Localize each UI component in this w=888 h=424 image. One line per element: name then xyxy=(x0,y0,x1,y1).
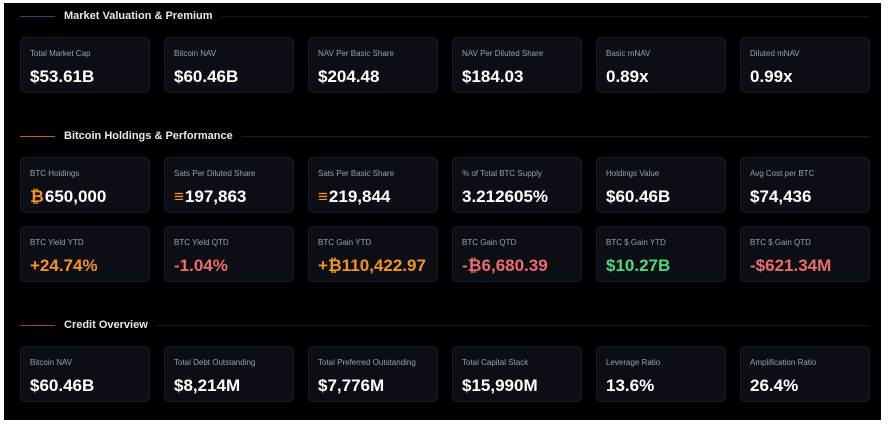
metric-value: $184.03 xyxy=(462,67,524,86)
metric-label: BTC Yield QTD xyxy=(174,238,229,247)
metric-card: Leverage Ratio 13.6% xyxy=(596,346,726,402)
metric-value: 0.89x xyxy=(606,67,649,86)
section-divider xyxy=(155,324,869,326)
metric-label: Total Preferred Outstanding xyxy=(318,358,416,367)
metric-value: -1.04% xyxy=(174,256,228,275)
metric-value: 0.99x xyxy=(750,67,793,86)
metric-value: 197,863 xyxy=(184,187,247,206)
metric-card: BTC Yield YTD +24.74% xyxy=(20,226,150,282)
metric-card: Total Debt Outstanding $8,214M xyxy=(164,346,294,402)
metric-card: Holdings Value $60.46B xyxy=(596,157,726,213)
metric-card: NAV Per Diluted Share $184.03 xyxy=(452,37,582,93)
metric-label: NAV Per Basic Share xyxy=(318,49,394,58)
metric-label: Sats Per Diluted Share xyxy=(174,169,256,178)
metric-value: +₿110,422.97 xyxy=(318,256,426,275)
metric-value: 13.6% xyxy=(606,376,655,395)
metric-label: BTC $ Gain QTD xyxy=(750,238,811,247)
metric-value: -₿6,680.39 xyxy=(462,256,548,275)
metric-card: Amplification Ratio 26.4% xyxy=(740,346,870,402)
metric-value: $7,776M xyxy=(318,376,385,395)
metric-value: $74,436 xyxy=(750,187,812,206)
section-header: Credit Overview xyxy=(20,315,869,335)
metric-row: BTC Yield YTD +24.74% BTC Yield QTD -1.04% B… xyxy=(20,226,870,282)
metric-label: Bitcoin NAV xyxy=(174,49,217,58)
metric-label: Sats Per Basic Share xyxy=(318,169,395,178)
metric-card: % of Total BTC Supply 3.212605% xyxy=(452,157,582,213)
sats-icon: ≡ xyxy=(318,187,328,206)
section-header: Bitcoin Holdings & Performance xyxy=(20,126,869,146)
metric-label: BTC Holdings xyxy=(30,169,80,178)
metric-label: Diluted mNAV xyxy=(750,49,800,58)
metric-label: Basic mNAV xyxy=(606,49,651,58)
metric-label: Amplification Ratio xyxy=(750,358,817,367)
metric-label: BTC $ Gain YTD xyxy=(606,238,666,247)
section-accent-line xyxy=(20,15,55,17)
metric-card: Basic mNAV 0.89x xyxy=(596,37,726,93)
metric-value: $60.46B xyxy=(174,67,239,86)
metric-card: Bitcoin NAV $60.46B xyxy=(164,37,294,93)
metric-label: BTC Gain YTD xyxy=(318,238,372,247)
metric-card: BTC Gain YTD +₿110,422.97 xyxy=(308,226,438,282)
metric-card: Total Capital Stack $15,990M xyxy=(452,346,582,402)
metric-value: $15,990M xyxy=(462,376,538,395)
metric-card: Diluted mNAV 0.99x xyxy=(740,37,870,93)
metric-label: Bitcoin NAV xyxy=(30,358,73,367)
metric-value: 219,844 xyxy=(328,187,391,206)
metric-card: Total Preferred Outstanding $7,776M xyxy=(308,346,438,402)
metric-value: $60.46B xyxy=(30,376,95,395)
metric-card: Total Market Cap $53.61B xyxy=(20,37,150,93)
metric-card: NAV Per Basic Share $204.48 xyxy=(308,37,438,93)
metric-label: Total Capital Stack xyxy=(462,358,529,367)
metric-row: BTC Holdings ₿ 650,000 Sats Per Diluted Sha… xyxy=(20,157,870,213)
metric-card: Sats Per Diluted Share ≡ 197,863 xyxy=(164,157,294,213)
section-divider xyxy=(240,135,869,137)
metric-value: 3.212605% xyxy=(462,187,549,206)
section-accent-line xyxy=(20,324,55,326)
metric-label: NAV Per Diluted Share xyxy=(462,49,544,58)
metric-card: BTC Gain QTD -₿6,680.39 xyxy=(452,226,582,282)
metric-value: $8,214M xyxy=(174,376,241,395)
section-title: Bitcoin Holdings & Performance xyxy=(64,130,233,142)
metric-label: % of Total BTC Supply xyxy=(462,169,542,178)
bitcoin-icon: ₿ xyxy=(30,187,44,206)
metric-card: BTC Yield QTD -1.04% xyxy=(164,226,294,282)
metric-value: $53.61B xyxy=(30,67,95,86)
metric-row: Bitcoin NAV $60.46B Total Debt Outstanding… xyxy=(20,346,870,402)
metric-label: BTC Yield YTD xyxy=(30,238,84,247)
metric-card: BTC Holdings ₿ 650,000 xyxy=(20,157,150,213)
metric-value: $204.48 xyxy=(318,67,380,86)
metric-label: Total Debt Outstanding xyxy=(174,358,256,367)
dashboard-panel: Market Valuation & Premium Total Market C… xyxy=(4,3,881,420)
metric-value: 26.4% xyxy=(750,376,799,395)
section-title: Market Valuation & Premium xyxy=(64,10,213,22)
metric-card: Avg Cost per BTC $74,436 xyxy=(740,157,870,213)
metric-value: $10.27B xyxy=(606,256,671,275)
section-accent-line xyxy=(20,135,55,137)
metric-label: BTC Gain QTD xyxy=(462,238,517,247)
metric-label: Leverage Ratio xyxy=(606,358,661,367)
metric-label: Total Market Cap xyxy=(30,49,91,58)
metric-row: Total Market Cap $53.61B Bitcoin NAV $60.46… xyxy=(20,37,870,93)
metric-value: +24.74% xyxy=(30,256,98,275)
section-header: Market Valuation & Premium xyxy=(20,6,869,26)
metric-label: Holdings Value xyxy=(606,169,660,178)
metric-card: BTC $ Gain QTD -$621.34M xyxy=(740,226,870,282)
metric-label: Avg Cost per BTC xyxy=(750,169,815,178)
metric-value: $60.46B xyxy=(606,187,671,206)
sats-icon: ≡ xyxy=(174,187,184,206)
metric-value: 650,000 xyxy=(44,187,107,206)
section-divider xyxy=(220,15,869,17)
metric-card: Bitcoin NAV $60.46B xyxy=(20,346,150,402)
metric-card: Sats Per Basic Share ≡ 219,844 xyxy=(308,157,438,213)
metric-value: -$621.34M xyxy=(750,256,832,275)
metric-card: BTC $ Gain YTD $10.27B xyxy=(596,226,726,282)
section-title: Credit Overview xyxy=(64,319,148,331)
